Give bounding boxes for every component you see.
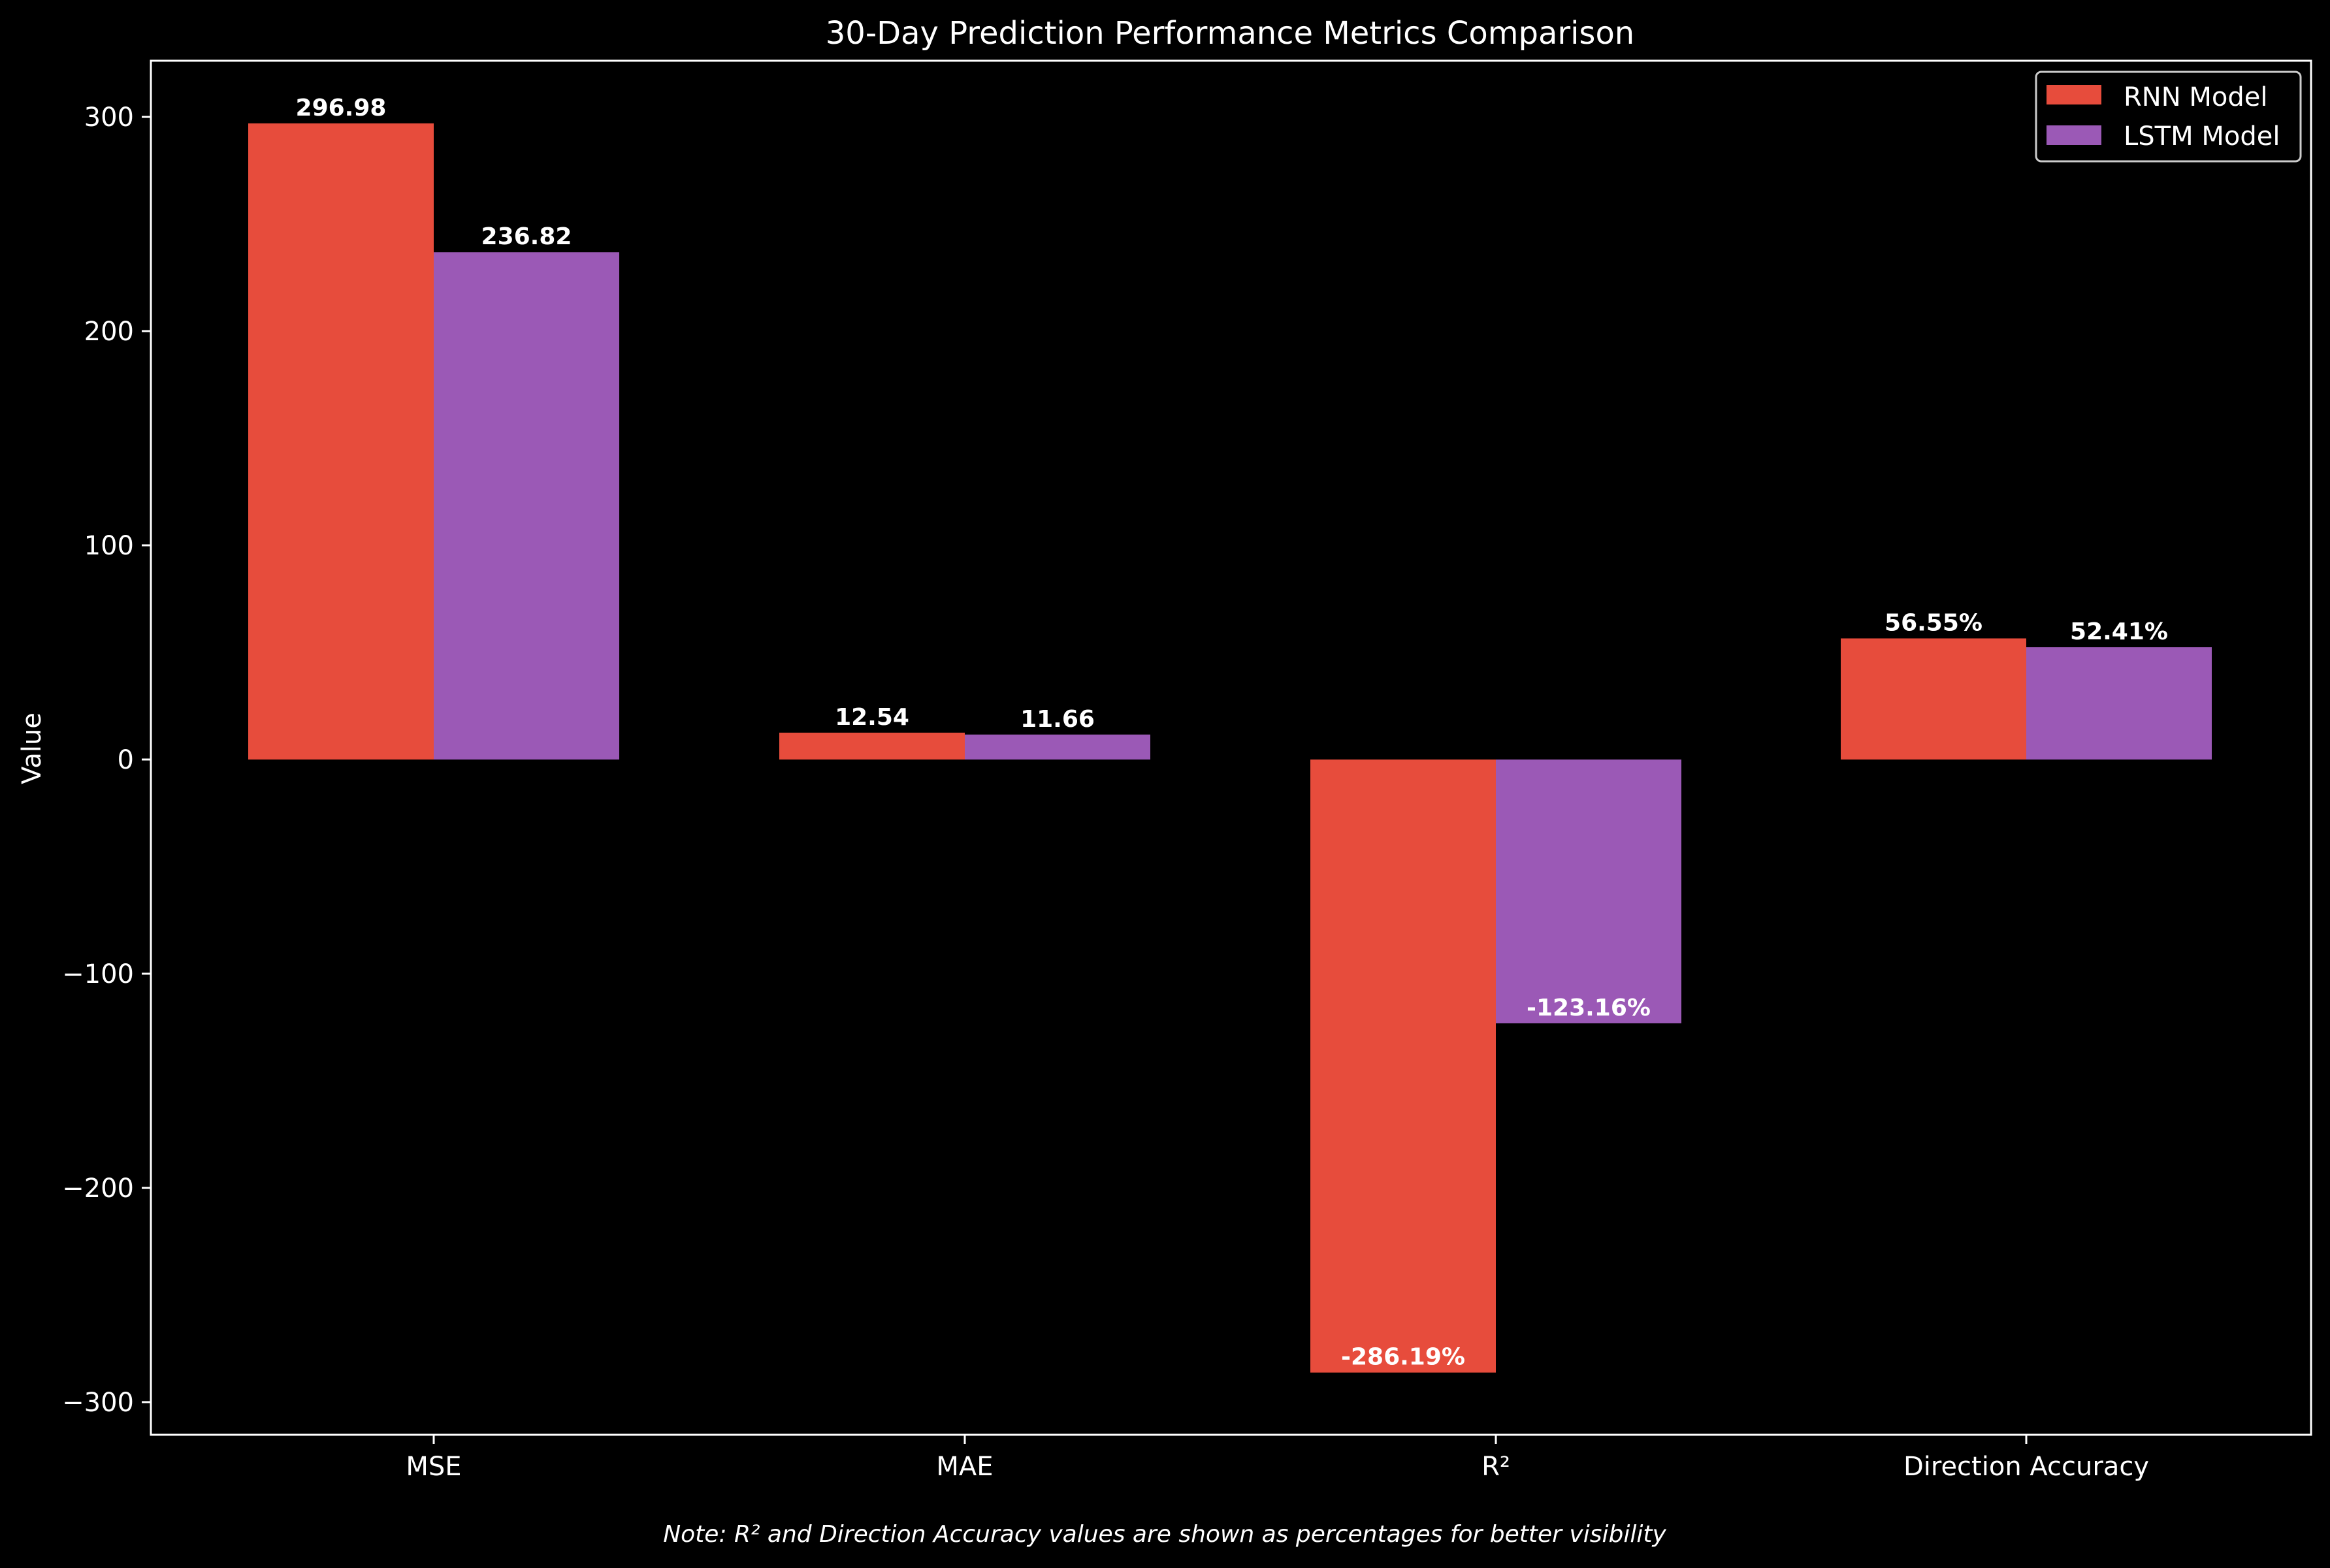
bar-lstm-0 [434, 252, 619, 760]
bar-lstm-3 [2026, 647, 2212, 760]
y-tick-label: −100 [62, 959, 134, 989]
legend-swatch-rnn [2047, 85, 2101, 104]
x-tick-label: Direction Accuracy [1903, 1452, 2149, 1482]
value-label-rnn-0: 296.98 [296, 95, 387, 121]
x-axis: MSE MAE R² Direction Accuracy [406, 1435, 2149, 1482]
y-tick-label: 300 [84, 103, 134, 133]
value-label-lstm-2: -123.16% [1527, 995, 1651, 1021]
bar-lstm-2 [1496, 760, 1681, 1023]
bar-rnn-0 [248, 123, 434, 760]
y-tick-label: 0 [118, 745, 134, 775]
x-tick-label: MSE [406, 1452, 461, 1482]
x-tick-label: R² [1481, 1452, 1510, 1482]
bar-lstm-1 [965, 734, 1150, 760]
bar-rnn-1 [779, 732, 965, 760]
value-label-rnn-2: -286.19% [1341, 1344, 1465, 1371]
legend-label-rnn: RNN Model [2124, 82, 2267, 112]
value-label-lstm-1: 11.66 [1020, 706, 1095, 733]
y-tick-label: −200 [62, 1174, 134, 1204]
value-label-lstm-0: 236.82 [481, 223, 572, 250]
legend-box [2035, 71, 2302, 163]
plot-frame [150, 59, 2312, 1436]
y-axis-label: Value [17, 712, 47, 784]
value-label-rnn-1: 12.54 [835, 704, 909, 731]
legend-swatch-lstm [2047, 125, 2101, 145]
plot-area: 296.98 12.54 -286.19% 56.55% 236.82 11.66 -123… [248, 95, 2212, 1373]
x-tick-label: MAE [936, 1452, 993, 1482]
bar-rnn-3 [1841, 638, 2026, 760]
bar-rnn-2 [1310, 760, 1496, 1373]
value-label-rnn-3: 56.55% [1885, 610, 1982, 637]
y-axis: 300 200 100 0 −100 −200 −300 [62, 103, 151, 1418]
y-tick-label: −300 [62, 1388, 134, 1418]
chart-title: 30-Day Prediction Performance Metrics Co… [826, 15, 1634, 52]
legend-label-lstm: LSTM Model [2124, 121, 2280, 152]
value-label-lstm-3: 52.41% [2070, 618, 2168, 645]
y-tick-label: 100 [84, 531, 134, 561]
y-tick-label: 200 [84, 317, 134, 347]
legend: RNN Model LSTM Model [2035, 71, 2302, 163]
chart-note: Note: R² and Direction Accuracy values a… [663, 1521, 1666, 1548]
